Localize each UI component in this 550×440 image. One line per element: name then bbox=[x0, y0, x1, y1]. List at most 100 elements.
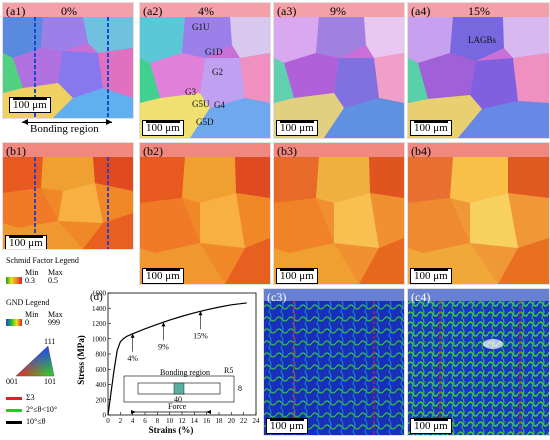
annotation-arrowhead bbox=[130, 333, 135, 338]
x-tick-label: 24 bbox=[253, 417, 261, 425]
chart-axes: 0 2 4 6 8 10 12 14 16 18 20 22 240200400600800100012… bbox=[92, 290, 260, 426]
schmid-max-label: Max bbox=[48, 268, 63, 277]
x-tick-label: 10 bbox=[166, 417, 174, 425]
hagb-swatch bbox=[6, 421, 22, 424]
inset-dim-r5: R5 bbox=[224, 366, 233, 375]
inset-dim-40: 40 bbox=[174, 395, 182, 404]
grain-label-g2: G2 bbox=[212, 67, 223, 77]
schmid-color-bar bbox=[6, 277, 22, 284]
annotation-label: 9% bbox=[158, 342, 169, 351]
gnd-texture bbox=[408, 289, 549, 435]
scale-bar-c3: 100 μm bbox=[266, 418, 308, 434]
scale-bar-b1: 100 μm bbox=[5, 235, 47, 249]
y-tick-label: 1200 bbox=[92, 320, 107, 328]
ipf-grains bbox=[274, 3, 404, 138]
y-tick-label: 1400 bbox=[92, 305, 107, 313]
panel-label-b2: (b2) bbox=[143, 144, 163, 158]
scale-bar-a3: 100 μm bbox=[276, 120, 318, 136]
schmid-map-b2: (b2) 100 μm bbox=[139, 142, 271, 285]
chart-svg: 0 2 4 6 8 10 12 14 16 18 20 22 240200400600800100012… bbox=[76, 290, 260, 436]
x-tick-label: 8 bbox=[156, 417, 160, 425]
schmid-grains bbox=[140, 143, 270, 284]
stress-strain-line bbox=[107, 302, 247, 416]
y-tick-label: 1600 bbox=[92, 290, 107, 298]
hagb-range-label: 10°≤θ bbox=[26, 417, 46, 426]
sigma3-swatch bbox=[6, 397, 22, 400]
panel-label-a1: (a1) bbox=[6, 4, 26, 18]
ipf-triangle-legend bbox=[15, 345, 55, 377]
gnd-legend-title: GND Legend bbox=[6, 298, 50, 307]
x-tick-label: 16 bbox=[203, 417, 211, 425]
x-tick-label: 20 bbox=[228, 417, 236, 425]
gnd-max-label: Max bbox=[48, 310, 63, 319]
gnd-texture bbox=[264, 289, 404, 435]
y-tick-label: 800 bbox=[96, 351, 107, 359]
panel-label-b1: (b1) bbox=[6, 144, 26, 158]
scale-bar-b3: 100 μm bbox=[276, 268, 318, 284]
chart-ylabel: Stress (MPa) bbox=[76, 335, 86, 385]
schmid-map-b1: (b1) 100 μm bbox=[2, 142, 134, 250]
chart-annotations: 4% 9% 15% bbox=[127, 311, 208, 363]
grain-label-g1u: G1U bbox=[192, 22, 210, 32]
x-tick-label: 6 bbox=[143, 417, 147, 425]
schmid-map-b4: (b4) 100 μm bbox=[407, 142, 550, 285]
schmid-map-b3: (b3) 100 μm bbox=[273, 142, 405, 285]
specimen-inset bbox=[123, 375, 235, 414]
ipf-label-001: 001 bbox=[6, 377, 18, 386]
ipf-map-a1: (a1) 0% 100 μm bbox=[2, 2, 134, 119]
lagb-label: LAGBs bbox=[468, 35, 497, 45]
inset-bonding-label: Bonding region bbox=[160, 368, 210, 377]
ipf-map-a3: (a3) 9% 100 μm bbox=[273, 2, 405, 139]
y-tick-label: 600 bbox=[96, 366, 107, 374]
ipf-map-a4: (a4) 15% LAGBs 100 μm bbox=[407, 2, 550, 139]
chart-xlabel: Strains (%) bbox=[149, 425, 194, 435]
grain-label-g3: G3 bbox=[185, 87, 196, 97]
grain-label-g4: G4 bbox=[214, 100, 225, 110]
schmid-min-value: 0.3 bbox=[25, 276, 35, 285]
ipf-label-101: 101 bbox=[44, 377, 56, 386]
bonding-region-arrow: Bonding region bbox=[22, 119, 112, 138]
panel-label-a4: (a4) bbox=[411, 4, 431, 18]
scale-bar-c4: 100 μm bbox=[410, 418, 452, 434]
panel-label-b4: (b4) bbox=[411, 144, 431, 158]
annotation-label: 15% bbox=[193, 331, 208, 340]
lagb-range-label: 2°≤θ<10° bbox=[26, 405, 58, 414]
panel-label-a3: (a3) bbox=[277, 4, 297, 18]
scale-bar-b2: 100 μm bbox=[142, 268, 184, 284]
strain-label-a3: 9% bbox=[330, 4, 346, 18]
gnd-map-c4: (c4) 100 μm bbox=[407, 288, 550, 436]
panel-label-d: (d) bbox=[90, 291, 103, 303]
gnd-map-c3: (c3) 100 μm bbox=[263, 288, 405, 436]
panel-label-a2: (a2) bbox=[143, 4, 163, 18]
strain-label-a2: 4% bbox=[198, 4, 214, 18]
y-tick-label: 200 bbox=[96, 396, 107, 404]
x-tick-label: 2 bbox=[119, 417, 123, 425]
y-tick-label: 400 bbox=[96, 381, 107, 389]
x-tick-label: 0 bbox=[106, 417, 110, 425]
gnd-min-value: 0 bbox=[25, 318, 29, 327]
chart-series bbox=[107, 302, 247, 416]
ipf-label-111: 111 bbox=[44, 337, 56, 346]
x-tick-label: 12 bbox=[179, 417, 187, 425]
grain-label-g1d: G1D bbox=[205, 47, 223, 57]
stress-strain-chart: 0 2 4 6 8 10 12 14 16 18 20 22 24 0 200 400 600 800 1000 12… bbox=[76, 285, 266, 436]
x-tick-label: 22 bbox=[240, 417, 248, 425]
boundary-legend: Σ3 2°≤θ<10° 10°≤θ bbox=[6, 393, 76, 433]
annotation-arrowhead bbox=[198, 311, 203, 316]
grain-label-g5u: G5U bbox=[192, 99, 210, 109]
schmid-max-value: 0.5 bbox=[48, 276, 58, 285]
y-tick-label: 0 bbox=[103, 412, 107, 420]
ipf-grains bbox=[140, 3, 270, 138]
strain-label-a4: 15% bbox=[468, 4, 490, 18]
bonding-region-label: Bonding region bbox=[30, 123, 99, 135]
sigma3-label: Σ3 bbox=[26, 393, 35, 402]
grain-label-g5d: G5D bbox=[196, 117, 214, 127]
inset-force-label: Force bbox=[168, 402, 187, 411]
panel-label-b3: (b3) bbox=[277, 144, 297, 158]
lagb-swatch bbox=[6, 409, 22, 412]
scale-bar-a2: 100 μm bbox=[142, 120, 184, 136]
panel-label-c4: (c4) bbox=[411, 290, 431, 304]
schmid-legend-title: Schmid Factor Legend bbox=[6, 256, 79, 265]
ipf-grains bbox=[408, 3, 549, 138]
x-tick-label: 4 bbox=[131, 417, 135, 425]
